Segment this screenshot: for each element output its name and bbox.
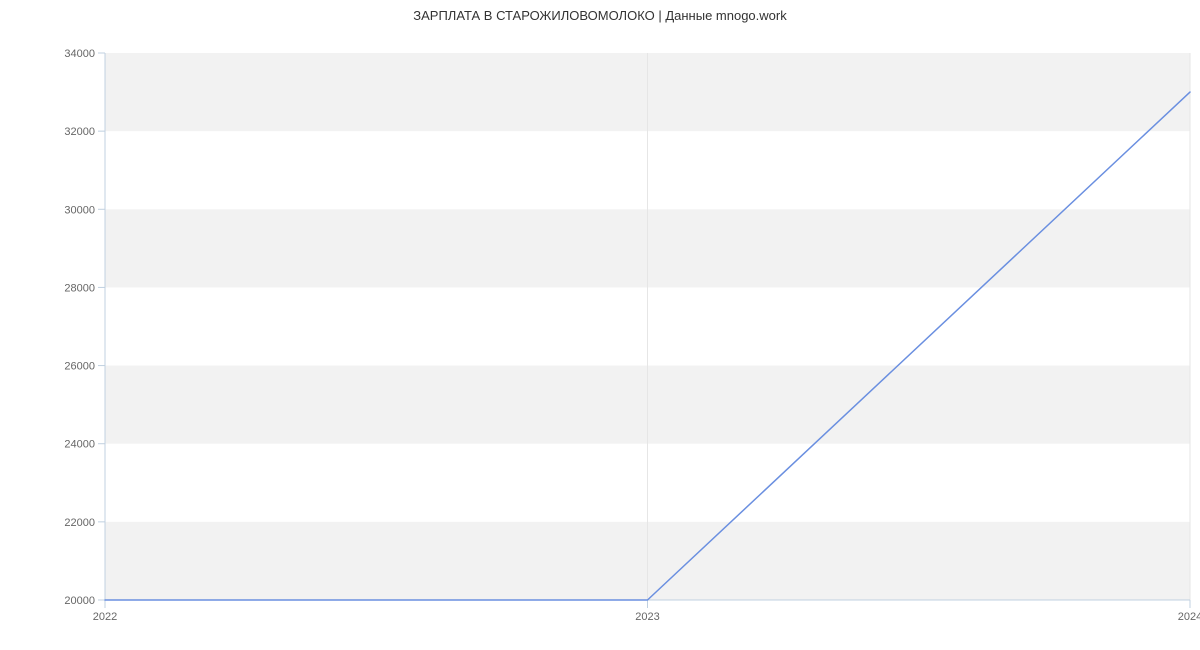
svg-text:2023: 2023 xyxy=(635,611,659,623)
svg-text:24000: 24000 xyxy=(64,439,95,451)
svg-text:30000: 30000 xyxy=(64,204,95,216)
svg-text:2022: 2022 xyxy=(93,611,117,623)
svg-text:20000: 20000 xyxy=(64,595,95,607)
svg-text:32000: 32000 xyxy=(64,126,95,138)
svg-text:34000: 34000 xyxy=(64,48,95,60)
svg-text:26000: 26000 xyxy=(64,361,95,373)
salary-chart: ЗАРПЛАТА В СТАРОЖИЛОВОМОЛОКО | Данные mn… xyxy=(0,0,1200,650)
svg-text:28000: 28000 xyxy=(64,282,95,294)
chart-svg: 20000 22000 24000 26000 28000 30000 32000 34000… xyxy=(0,0,1200,650)
chart-title: ЗАРПЛАТА В СТАРОЖИЛОВОМОЛОКО | Данные mn… xyxy=(0,8,1200,23)
svg-text:22000: 22000 xyxy=(64,517,95,529)
svg-text:2024: 2024 xyxy=(1178,611,1200,623)
